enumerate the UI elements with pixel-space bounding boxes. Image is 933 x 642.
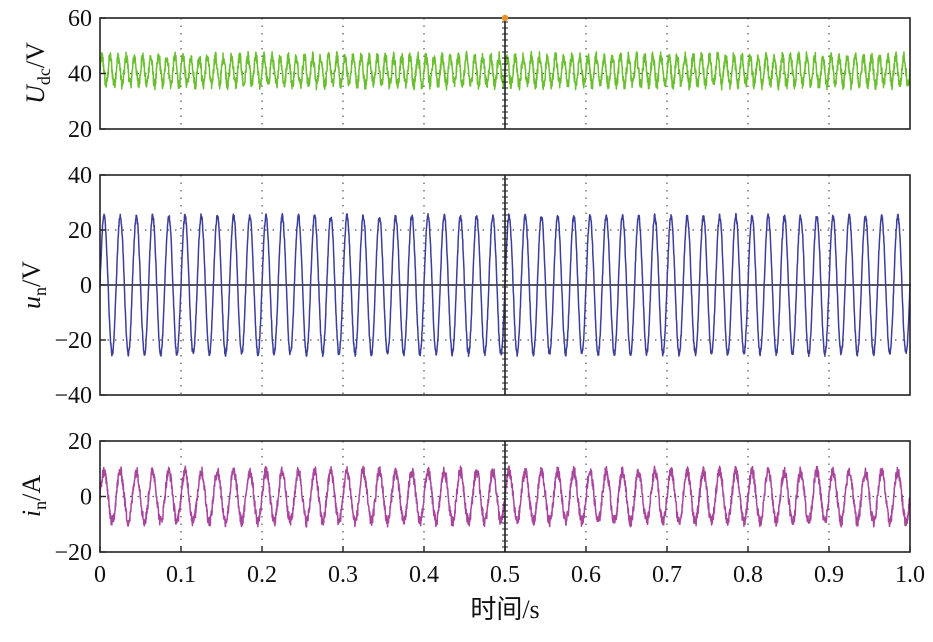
- x-tick-label: 1.0: [895, 562, 925, 588]
- panel-un-ylabel-sub: n: [30, 287, 50, 296]
- panel-un-yticks: 40 20 0 −20 −40: [54, 163, 106, 409]
- y-tick-label: −20: [54, 328, 92, 354]
- x-tick-label: 0.7: [652, 562, 682, 588]
- x-axis-label: 时间/s: [470, 595, 539, 624]
- x-tick-label: 0.9: [814, 562, 844, 588]
- y-tick-label: −40: [54, 383, 92, 409]
- y-tick-label: 20: [68, 117, 92, 143]
- y-tick-label: 20: [68, 429, 92, 455]
- y-tick-label: 20: [68, 218, 92, 244]
- y-tick-label: 60: [68, 6, 92, 32]
- panel-udc: 20 40 60 Udc/V: [21, 6, 911, 143]
- panel-udc-ylabel-sub: dc: [34, 68, 54, 85]
- panel-un-ylabel: un/V: [17, 261, 50, 309]
- panel-un-ylabel-main: u: [17, 296, 46, 309]
- x-tick-label: 0: [94, 562, 106, 588]
- x-tick-label: 0.4: [409, 562, 439, 588]
- panel-in-ylabel-sub: n: [30, 501, 50, 510]
- panel-in-yticks: 20 0 −20: [54, 429, 106, 566]
- x-tick-label: 0.3: [328, 562, 358, 588]
- cursor: [501, 14, 509, 552]
- panel-in-ylabel-main: i: [17, 510, 46, 517]
- y-tick-label: 40: [68, 62, 92, 88]
- panel-udc-ylabel: Udc/V: [21, 42, 54, 104]
- panel-un: 40 20 0 −20 −40 un/V: [17, 163, 911, 409]
- y-tick-label: 0: [80, 485, 92, 511]
- x-tick-label: 0.8: [733, 562, 763, 588]
- x-tick-label: 0.2: [247, 562, 277, 588]
- panel-udc-ylabel-unit: /V: [21, 42, 50, 68]
- y-tick-label: −20: [54, 540, 92, 566]
- panel-in-ylabel: in/A: [17, 475, 50, 517]
- panel-udc-ylabel-main: U: [21, 83, 50, 104]
- panel-in-ylabel-unit: /A: [17, 475, 46, 501]
- x-axis-ticks: 0 0.1 0.2 0.3 0.4 0.5 0.6 0.7 0.8 0.9 1.0: [94, 546, 925, 588]
- panel-in: 20 0 −20 in/A: [17, 429, 911, 566]
- cursor-marker: [501, 14, 509, 22]
- panel-udc-yticks: 20 40 60: [68, 6, 106, 143]
- x-tick-label: 0.6: [571, 562, 601, 588]
- panel-un-ylabel-unit: /V: [17, 261, 46, 287]
- x-tick-label: 0.5: [490, 562, 520, 588]
- x-tick-label: 0.1: [166, 562, 196, 588]
- y-tick-label: 40: [68, 163, 92, 189]
- y-tick-label: 0: [80, 273, 92, 299]
